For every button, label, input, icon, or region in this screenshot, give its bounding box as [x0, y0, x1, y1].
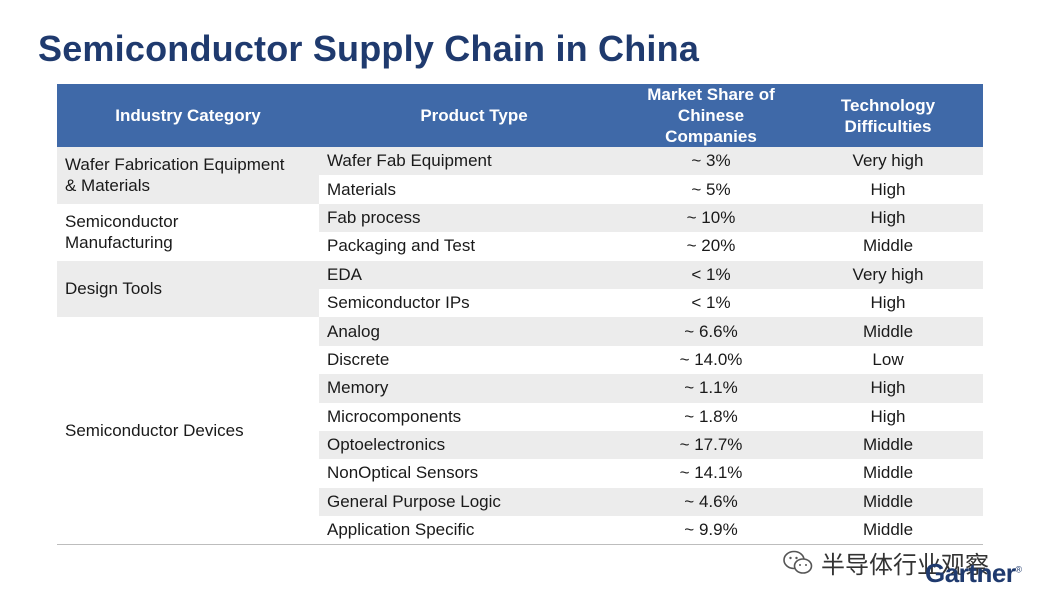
table-row: General Purpose Logic ~ 4.6% Middle	[57, 487, 983, 517]
product-cell: Memory	[319, 374, 629, 403]
product-cell: Analog	[319, 317, 629, 346]
share-cell: ~ 1.8%	[684, 406, 738, 426]
difficulty-cell: Very high	[793, 260, 983, 289]
product-cell: EDA	[319, 260, 629, 289]
difficulty-cell: Middle	[793, 430, 983, 460]
difficulty-cell: High	[870, 293, 906, 313]
product-cell: Application Specific	[319, 516, 629, 546]
product-cell: Discrete	[327, 349, 390, 369]
product-cell: Wafer Fab Equipment	[319, 147, 629, 176]
difficulty-cell: Low	[872, 349, 904, 369]
share-cell: ~ 17.7%	[629, 430, 793, 460]
product-cell: Optoelectronics	[319, 430, 629, 460]
difficulty-cell: High	[793, 203, 983, 233]
difficulty-cell: Middle	[793, 317, 983, 346]
table-row: Optoelectronics ~ 17.7% Middle	[57, 430, 983, 460]
table-row: Semiconductor IPs < 1% High	[57, 289, 983, 317]
difficulty-cell: Middle	[862, 236, 914, 256]
table-row: Materials ~ 5% High	[57, 175, 983, 203]
product-cell: General Purpose Logic	[319, 487, 629, 517]
gartner-logo: Gartner®	[925, 558, 1022, 588]
category-cell: Semiconductor Devices	[57, 317, 319, 546]
header-product-type: Product Type	[319, 84, 629, 147]
share-cell: < 1%	[691, 293, 731, 313]
share-cell: ~ 14.1%	[679, 463, 743, 483]
share-cell: ~ 3%	[629, 147, 793, 176]
difficulty-cell: High	[870, 179, 906, 199]
wechat-icon	[783, 550, 813, 574]
share-cell: < 1%	[629, 260, 793, 289]
product-cell: Packaging and Test	[327, 236, 476, 256]
share-cell: ~ 1.1%	[629, 374, 793, 403]
difficulty-cell: Middle	[793, 487, 983, 517]
product-cell: Semiconductor IPs	[327, 293, 470, 313]
table-header-row: Industry Category Product Type Market Sh…	[57, 84, 983, 147]
header-market-share: Market Share of Chinese Companies	[629, 84, 793, 147]
product-cell: Microcomponents	[327, 406, 462, 426]
table-row: Microcomponents ~ 1.8% High	[57, 403, 983, 431]
header-technology-difficulties: Technology Difficulties	[793, 84, 983, 147]
share-cell: ~ 6.6%	[629, 317, 793, 346]
difficulty-cell: Middle	[862, 463, 914, 483]
table-row: Application Specific ~ 9.9% Middle	[57, 516, 983, 546]
wechat-watermark: 半导体行业观察	[783, 545, 989, 580]
table-row: Discrete ~ 14.0% Low	[57, 346, 983, 374]
share-cell: ~ 4.6%	[629, 487, 793, 517]
header-industry-category: Industry Category	[57, 84, 319, 147]
category-cell: Wafer Fabrication Equipment & Materials	[57, 147, 319, 204]
table-row: Semiconductor Manufacturing Fab process ~…	[57, 203, 983, 261]
difficulty-cell: High	[870, 406, 906, 426]
product-cell: NonOptical Sensors	[327, 463, 479, 483]
table-row: Design Tools EDA < 1% Very high	[57, 260, 983, 318]
category-cell: Semiconductor Manufacturing	[57, 203, 319, 261]
share-cell: ~ 14.0%	[679, 349, 743, 369]
product-cell: Materials	[327, 179, 396, 199]
page-title: Semiconductor Supply Chain in China	[38, 28, 700, 69]
difficulty-cell: High	[793, 374, 983, 403]
category-cell: Design Tools	[57, 260, 319, 318]
difficulty-cell: Middle	[793, 516, 983, 546]
table-row: Semiconductor Devices Analog ~ 6.6% Midd…	[57, 317, 983, 546]
table-row: Wafer Fabrication Equipment & Materials W…	[57, 147, 983, 204]
share-cell: ~ 10%	[629, 203, 793, 233]
table-row: Packaging and Test ~ 20% Middle	[57, 232, 983, 260]
supply-chain-table: Industry Category Product Type Market Sh…	[57, 84, 983, 546]
table-row: Memory ~ 1.1% High	[57, 374, 983, 403]
watermark-text: 半导体行业观察	[821, 552, 989, 579]
table-row: NonOptical Sensors ~ 14.1% Middle	[57, 459, 983, 487]
product-cell: Fab process	[319, 203, 629, 233]
share-cell: ~ 5%	[691, 179, 731, 199]
difficulty-cell: Very high	[793, 147, 983, 176]
share-cell: ~ 9.9%	[629, 516, 793, 546]
share-cell: ~ 20%	[686, 236, 736, 256]
